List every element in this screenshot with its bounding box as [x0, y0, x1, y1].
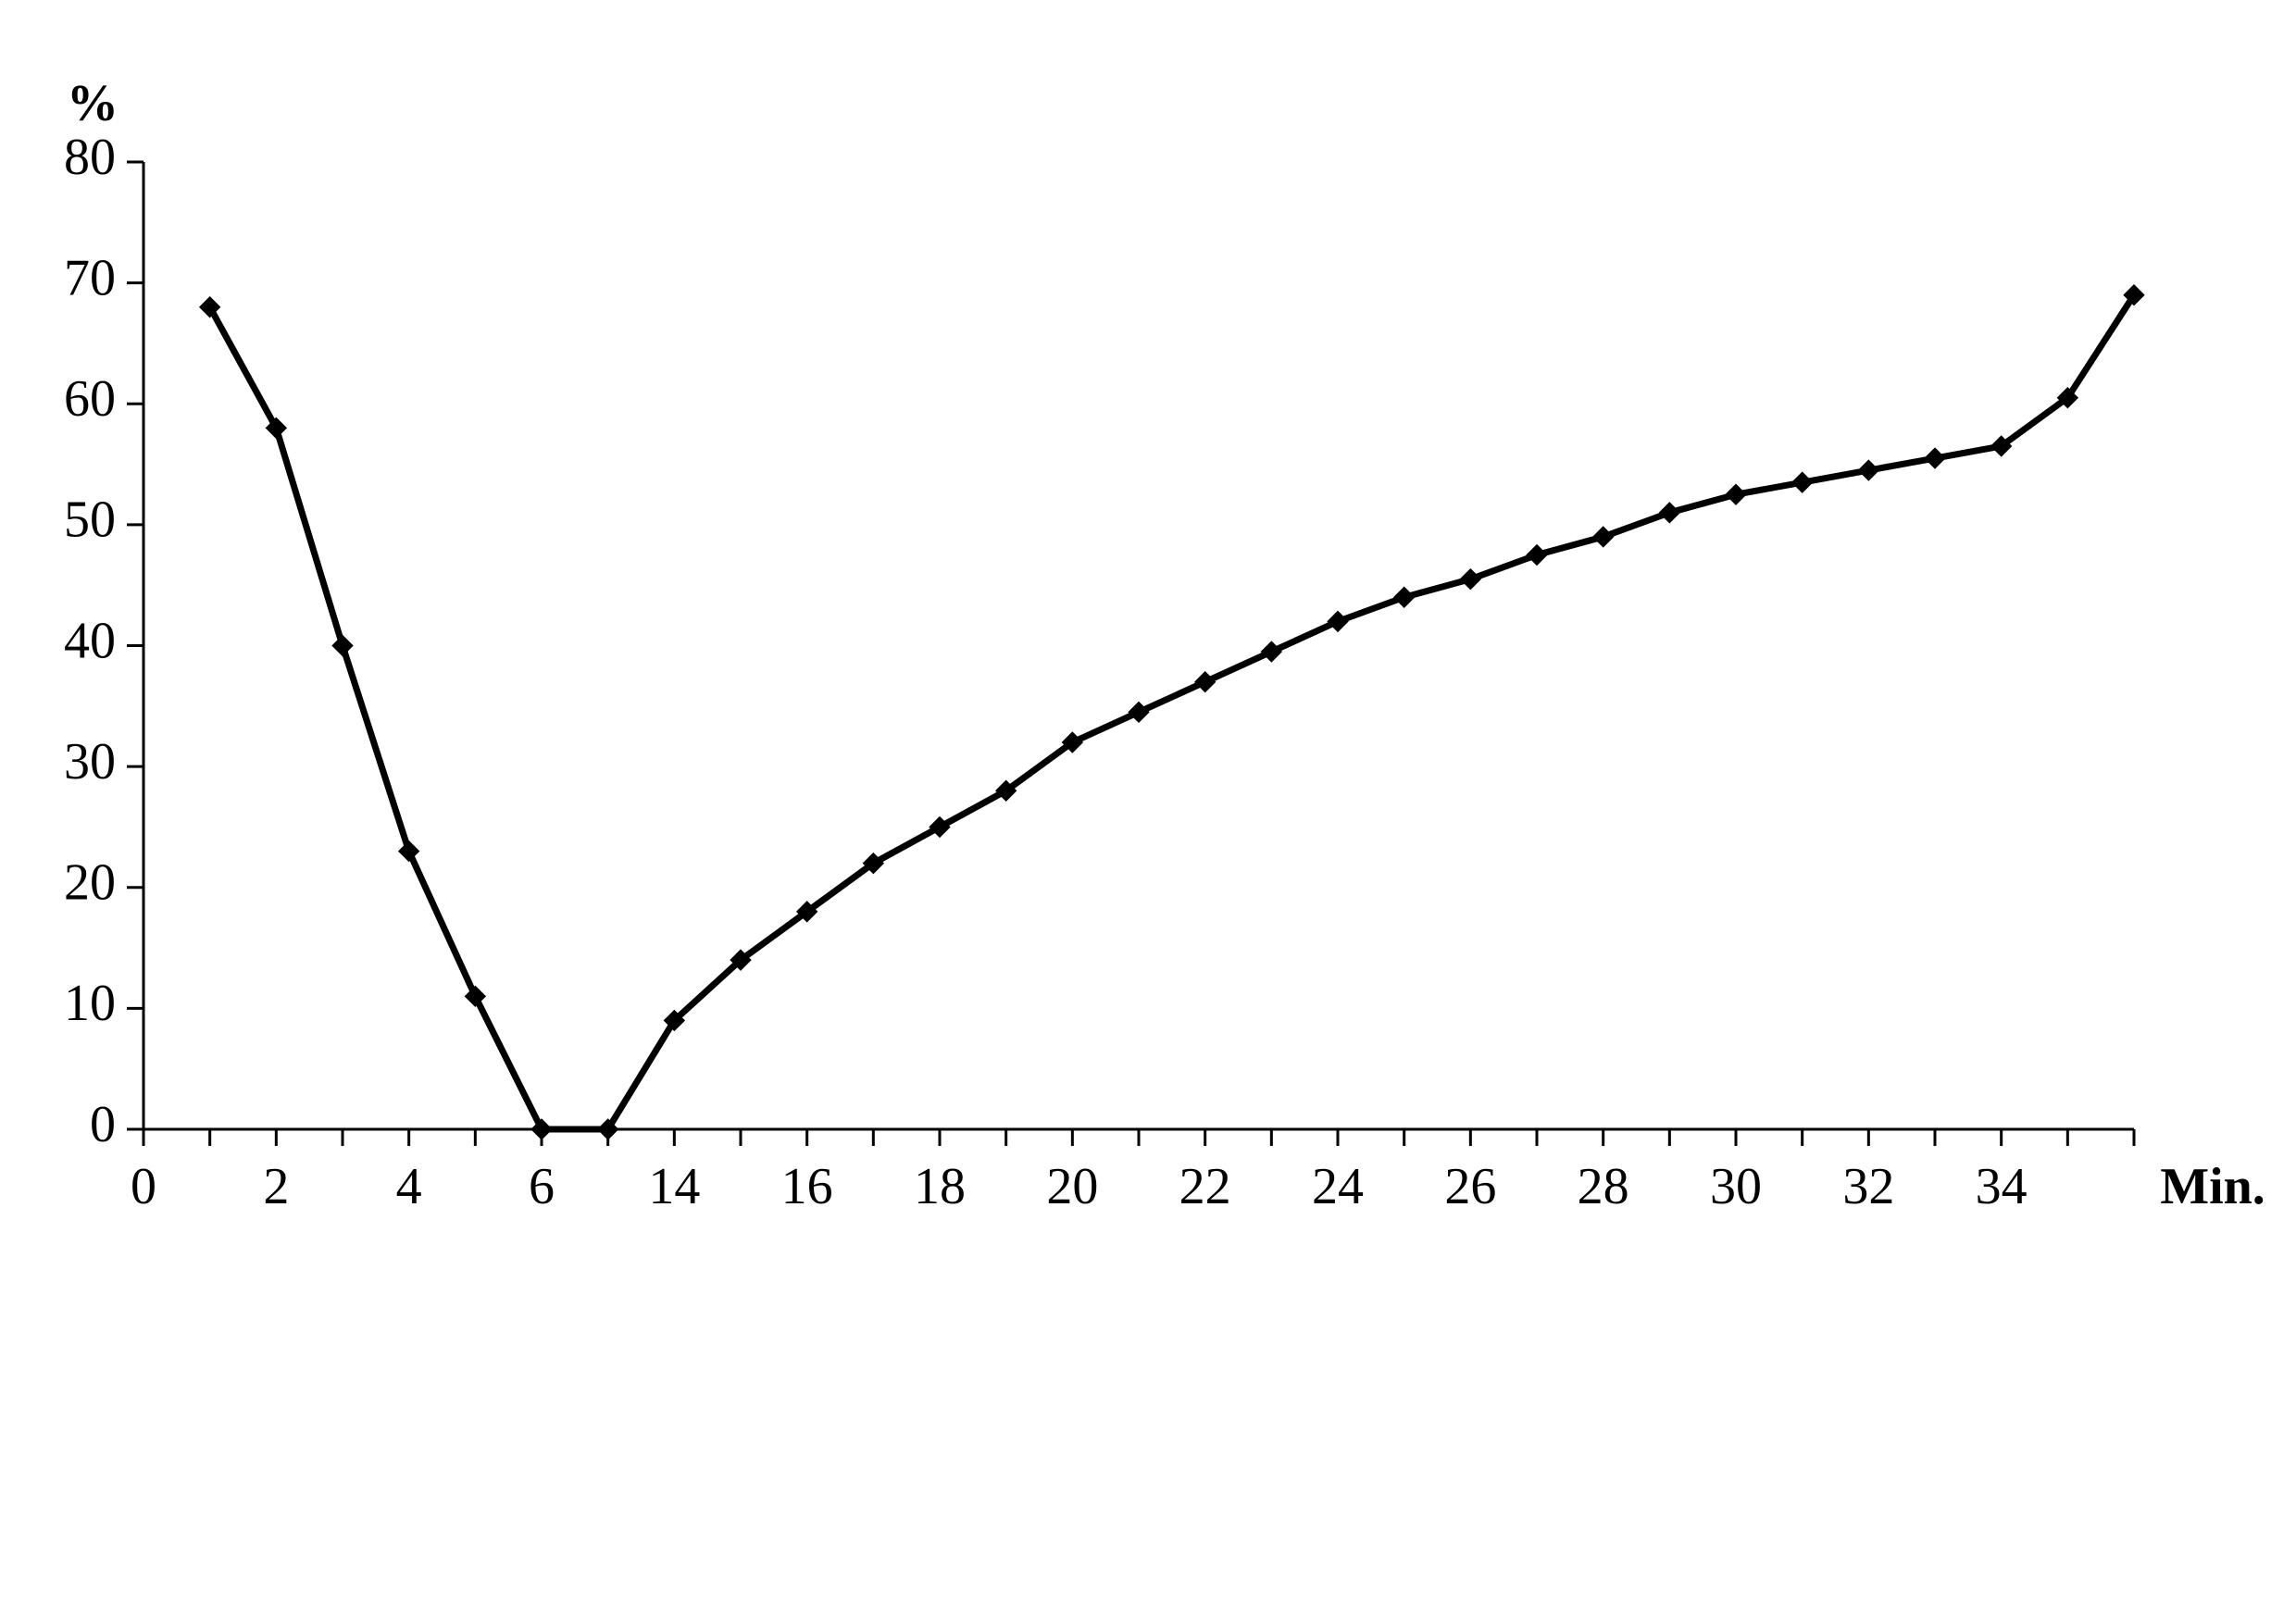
data-marker [1527, 545, 1547, 566]
y-tick-label: 0 [90, 1096, 116, 1153]
data-marker [332, 636, 353, 656]
series-line [210, 295, 2134, 1129]
x-tick-label: 20 [1046, 1158, 1098, 1215]
y-tick-label: 60 [64, 370, 116, 428]
data-marker [1460, 569, 1480, 590]
x-tick-label: 14 [648, 1158, 700, 1215]
data-marker [1195, 672, 1216, 692]
axis-labels: 0102030405060708002461416182022242628303… [64, 75, 2265, 1215]
data-marker [1726, 484, 1746, 504]
data-marker [1328, 611, 1348, 631]
x-tick-label: 16 [781, 1158, 833, 1215]
x-tick-label: 24 [1312, 1158, 1364, 1215]
data-marker [1593, 527, 1614, 547]
x-tick-label: 30 [1710, 1158, 1762, 1215]
x-tick-label: 4 [396, 1158, 422, 1215]
x-tick-label: 32 [1842, 1158, 1894, 1215]
y-axis-title: % [67, 75, 119, 132]
x-tick-label: 22 [1179, 1158, 1231, 1215]
y-tick-label: 70 [64, 249, 116, 306]
y-tick-label: 30 [64, 733, 116, 790]
x-tick-label: 2 [263, 1158, 289, 1215]
data-series [200, 285, 2144, 1139]
x-tick-label: 0 [131, 1158, 156, 1215]
y-tick-label: 50 [64, 492, 116, 549]
data-marker [1792, 472, 1813, 492]
x-tick-label: 34 [1976, 1158, 2028, 1215]
y-tick-label: 20 [64, 854, 116, 912]
data-marker [1925, 448, 1945, 468]
x-axis-title: Min. [2160, 1158, 2265, 1215]
data-marker [1858, 460, 1878, 480]
data-marker [1394, 587, 1415, 607]
data-marker [1261, 641, 1281, 662]
x-tick-label: 28 [1578, 1158, 1629, 1215]
data-marker [399, 841, 419, 862]
x-tick-label: 18 [914, 1158, 966, 1215]
y-tick-label: 40 [64, 612, 116, 669]
line-chart: 0102030405060708002461416182022242628303… [0, 0, 2296, 1618]
chart-container: 0102030405060708002461416182022242628303… [0, 0, 2296, 1618]
data-marker [1659, 503, 1679, 523]
axes [127, 162, 2134, 1146]
data-marker [1129, 702, 1149, 722]
y-tick-label: 10 [64, 975, 116, 1032]
x-tick-label: 26 [1444, 1158, 1496, 1215]
x-tick-label: 6 [529, 1158, 555, 1215]
y-tick-label: 80 [64, 129, 116, 186]
